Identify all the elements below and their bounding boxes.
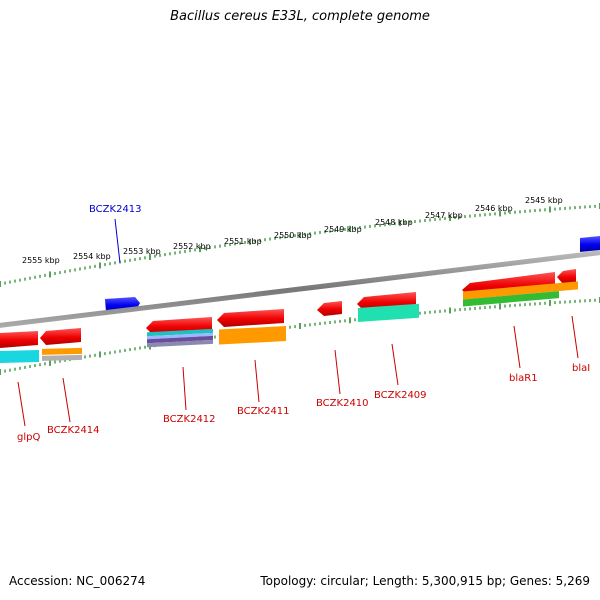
gene-label[interactable]: glpQ	[17, 432, 40, 443]
feature-bar-slate	[147, 339, 213, 348]
feature-bar-orange	[219, 326, 286, 345]
feature-bar-lightblue	[147, 332, 213, 340]
gene-label[interactable]: blaR1	[509, 373, 538, 384]
leader-line	[571, 315, 579, 359]
feature-bars	[0, 281, 578, 363]
feature-bar-teal	[147, 328, 213, 337]
leader-line	[391, 343, 399, 386]
gene-blaI[interactable]	[557, 269, 576, 284]
leader-line	[17, 381, 26, 427]
scale-label: 2545 kbp	[525, 196, 563, 205]
gene-label[interactable]: BCZK2411	[237, 406, 290, 417]
gene-labels: BCZK2413 glpQ BCZK2414 BCZK2412 BCZK2411…	[17, 204, 590, 443]
gene-BCZK2414[interactable]	[40, 328, 81, 345]
leader-line	[513, 325, 521, 369]
gene-label[interactable]: BCZK2413	[89, 204, 142, 215]
scale-label: 2549 kbp	[324, 225, 362, 234]
gene-BCZK2410[interactable]	[317, 301, 342, 316]
gene-forward-edge[interactable]	[580, 236, 600, 252]
scale-label: 2548 kbp	[375, 218, 413, 227]
feature-bar-cyan	[0, 349, 39, 363]
scale-label: 2550 kbp	[274, 231, 312, 240]
feature-bar-mint	[358, 303, 419, 322]
feature-bar-purple	[147, 335, 213, 344]
scale-label: 2553 kbp	[123, 247, 161, 256]
scale-label: 2551 kbp	[224, 237, 262, 246]
feature-bar-green	[463, 291, 559, 307]
gene-label[interactable]: BCZK2410	[316, 398, 369, 409]
gene-glpQ[interactable]	[0, 331, 38, 348]
gene-label[interactable]: blaI	[572, 363, 590, 374]
scale-label: 2552 kbp	[173, 242, 211, 251]
scale-label: 2547 kbp	[425, 211, 463, 220]
genome-summary-text: Topology: circular; Length: 5,300,915 bp…	[260, 574, 590, 588]
gene-label[interactable]: BCZK2412	[163, 414, 216, 425]
feature-bar-grey	[42, 354, 82, 361]
inner-scale-ticks	[0, 297, 600, 375]
reverse-genes	[0, 269, 576, 348]
leader-line	[182, 366, 187, 411]
outer-scale-ticks	[0, 203, 600, 287]
leader-line	[334, 349, 341, 395]
gene-label[interactable]: BCZK2414	[47, 425, 100, 436]
leader-line	[254, 359, 260, 403]
scale-label: 2555 kbp	[22, 256, 60, 265]
map-title: Bacillus cereus E33L, complete genome	[170, 9, 430, 24]
gene-BCZK2411[interactable]	[217, 309, 284, 327]
feature-bar-orange	[463, 281, 578, 300]
leader-lines	[17, 218, 579, 427]
scale-labels: 2555 kbp 2554 kbp 2553 kbp 2552 kbp 2551…	[22, 196, 563, 265]
leader-line	[62, 377, 71, 423]
scale-label: 2554 kbp	[73, 252, 111, 261]
scale-label: 2546 kbp	[475, 204, 513, 213]
gene-label[interactable]: BCZK2409	[374, 390, 427, 401]
genome-backbone	[0, 250, 600, 328]
feature-bar-orange	[42, 347, 82, 355]
accession-text: Accession: NC_006274	[9, 574, 146, 588]
leader-line	[114, 218, 121, 264]
